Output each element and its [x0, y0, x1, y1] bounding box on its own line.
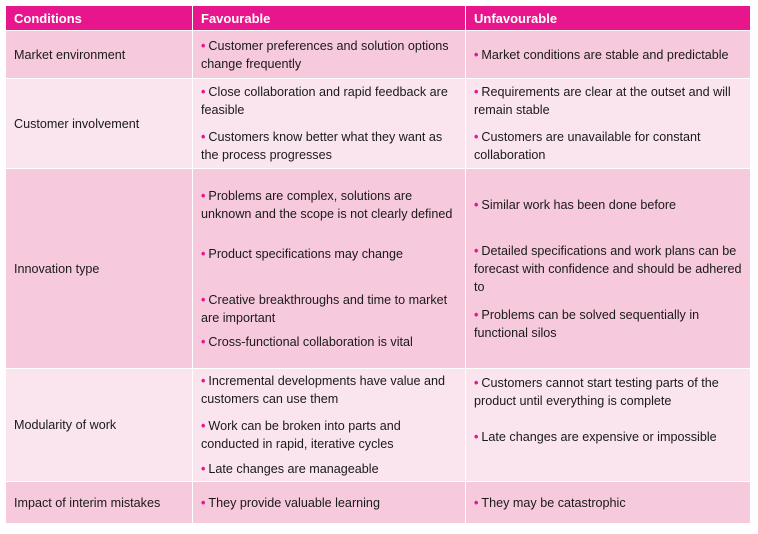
- bullet-item: • Market conditions are stable and predic…: [474, 47, 729, 62]
- bullet-dot-icon: •: [474, 130, 479, 144]
- favourable-cell: • Customer preferences and solution optio…: [193, 31, 466, 79]
- bullet-item: • Product specifications may change: [201, 246, 404, 261]
- bullet-dot-icon: •: [201, 188, 206, 203]
- bullet-item: • Requirements are clear at the outset an…: [474, 85, 731, 117]
- bullet-dot-icon: •: [474, 47, 479, 62]
- bullet-item: • Late changes are manageable: [201, 462, 379, 476]
- bullet-item: • Creative breakthroughs and time to mark…: [201, 292, 448, 325]
- header-favourable: Favourable: [193, 6, 466, 31]
- favourable-cell: • Incremental developments have value and…: [193, 369, 466, 482]
- bullet-dot-icon: •: [201, 374, 206, 388]
- unfavourable-cell: • Similar work has been done before • Deta…: [466, 169, 751, 369]
- bullet-item: • Customers cannot start testing parts of…: [474, 376, 719, 408]
- table-row: Modularity of work • Incremental developm…: [6, 369, 751, 482]
- condition-cell: Impact of interim mistakes: [6, 482, 193, 524]
- bullet-item: • Problems can be solved sequentially in …: [474, 307, 700, 340]
- table-row: Innovation type • Problems are complex, s…: [6, 169, 751, 369]
- table-row: Impact of interim mistakes • They provide…: [6, 482, 751, 524]
- condition-cell: Innovation type: [6, 169, 193, 369]
- bullet-dot-icon: •: [201, 495, 206, 510]
- bullet-dot-icon: •: [201, 130, 206, 144]
- bullet-dot-icon: •: [474, 85, 479, 99]
- bullet-item: • Work can be broken into parts and condu…: [201, 419, 401, 451]
- bullet-dot-icon: •: [474, 430, 479, 444]
- favourable-cell: • Problems are complex, solutions are unk…: [193, 169, 466, 369]
- unfavourable-cell: • Customers cannot start testing parts of…: [466, 369, 751, 482]
- bullet-item: • Customers are unavailable for constant …: [474, 130, 701, 162]
- favourable-cell: • Close collaboration and rapid feedback …: [193, 79, 466, 169]
- bullet-item: • Customer preferences and solution optio…: [201, 38, 449, 71]
- bullet-dot-icon: •: [201, 462, 206, 476]
- bullet-item: • Customers know better what they want as…: [201, 130, 443, 162]
- bullet-dot-icon: •: [201, 38, 206, 53]
- bullet-dot-icon: •: [474, 197, 479, 212]
- bullet-item: • Detailed specifications and work plans …: [474, 243, 742, 294]
- bullet-item: • Similar work has been done before: [474, 197, 677, 212]
- table-row: Market environment • Customer preferences…: [6, 31, 751, 79]
- condition-cell: Customer involvement: [6, 79, 193, 169]
- bullet-dot-icon: •: [201, 419, 206, 433]
- bullet-dot-icon: •: [474, 243, 479, 258]
- unfavourable-cell: • Requirements are clear at the outset an…: [466, 79, 751, 169]
- bullet-item: • Problems are complex, solutions are unk…: [201, 188, 453, 221]
- bullet-item: • Incremental developments have value and…: [201, 374, 446, 406]
- bullet-dot-icon: •: [474, 376, 479, 390]
- bullet-dot-icon: •: [201, 85, 206, 99]
- unfavourable-cell: • They may be catastrophic: [466, 482, 751, 524]
- bullet-dot-icon: •: [201, 292, 206, 307]
- bullet-item: • Late changes are expensive or impossibl…: [474, 430, 717, 444]
- condition-cell: Modularity of work: [6, 369, 193, 482]
- header-unfavourable: Unfavourable: [466, 6, 751, 31]
- bullet-dot-icon: •: [474, 307, 479, 322]
- table-row: Customer involvement • Close collaboratio…: [6, 79, 751, 169]
- bullet-item: • They may be catastrophic: [474, 495, 626, 510]
- bullet-item: • They provide valuable learning: [201, 495, 380, 510]
- bullet-item: • Close collaboration and rapid feedback …: [201, 85, 448, 117]
- bullet-item: • Cross-functional collaboration is vital: [201, 334, 413, 349]
- header-conditions: Conditions: [6, 6, 193, 31]
- favourable-cell: • They provide valuable learning: [193, 482, 466, 524]
- header-row: Conditions Favourable Unfavourable: [6, 6, 751, 31]
- bullet-dot-icon: •: [201, 246, 206, 261]
- bullet-dot-icon: •: [474, 495, 479, 510]
- conditions-table: Conditions Favourable Unfavourable Marke…: [6, 6, 751, 524]
- condition-cell: Market environment: [6, 31, 193, 79]
- bullet-dot-icon: •: [201, 334, 206, 349]
- unfavourable-cell: • Market conditions are stable and predic…: [466, 31, 751, 79]
